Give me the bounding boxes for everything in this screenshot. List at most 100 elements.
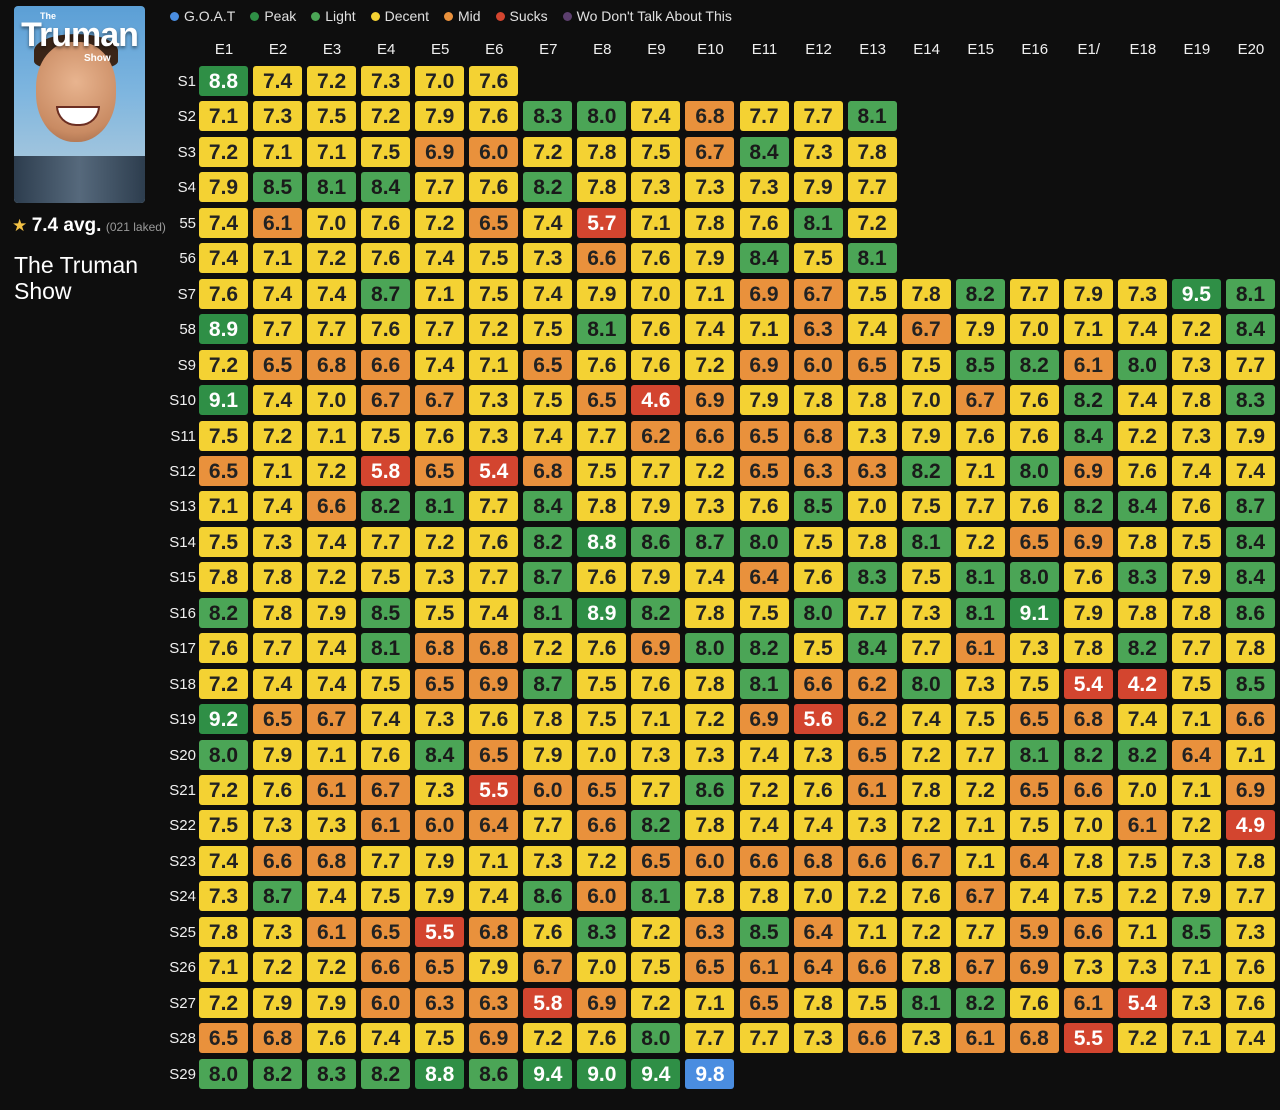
rating-cell: 7.1: [199, 952, 248, 983]
rating-cell: 7.1: [631, 704, 681, 735]
rating-cell: 6.5: [469, 739, 519, 770]
rating-cell: 6.5: [199, 455, 248, 486]
rating-cell: 7.5: [361, 136, 411, 167]
legend-dot-mid: [443, 11, 453, 21]
rating-cell: 6.9: [739, 349, 789, 380]
rating-cell: 7.7: [361, 526, 411, 557]
rating-cell: 7.7: [361, 845, 411, 876]
rating-cell: 7.3: [1117, 278, 1167, 309]
rating-cell: 7.2: [685, 349, 735, 380]
rating-cell: 6.4: [1009, 845, 1059, 876]
season-header: S12: [169, 462, 196, 480]
rating-cell: 7.8: [847, 136, 897, 167]
rating-cell: 7.5: [361, 420, 411, 451]
rating-cell: 7.8: [253, 562, 303, 593]
rating-cell: 9.4: [523, 1058, 573, 1089]
rating-cell: 7.8: [253, 597, 303, 628]
rating-cell: 7.2: [253, 420, 303, 451]
season-header: S18: [169, 675, 196, 693]
rating-cell: 5.8: [523, 987, 573, 1018]
rating-cell: 7.5: [361, 881, 411, 912]
rating-cell: 7.5: [577, 704, 627, 735]
rating-cell: 6.6: [361, 349, 411, 380]
rating-cell: 8.2: [901, 455, 951, 486]
rating-cell: 7.1: [253, 243, 303, 274]
rating-cell: 6.7: [901, 845, 951, 876]
rating-cell: 7.4: [631, 101, 681, 132]
rating-cell: 7.3: [1117, 952, 1167, 983]
legend-dot-decent: [370, 11, 380, 21]
poster-subtitle: Show: [84, 53, 111, 64]
rating-cell: 7.9: [793, 172, 843, 203]
rating-cell: 7.5: [847, 987, 897, 1018]
episode-header: E20: [1237, 41, 1265, 58]
rating-cell: 7.6: [469, 66, 519, 96]
rating-cell: 6.9: [739, 704, 789, 735]
rating-cell: 8.6: [469, 1058, 519, 1089]
rating-cell: 7.8: [1063, 845, 1113, 876]
rating-cell: 7.6: [199, 278, 248, 309]
rating-cell: 7.5: [577, 455, 627, 486]
rating-cell: 8.4: [523, 491, 573, 522]
rating-cell: 7.2: [685, 704, 735, 735]
rating-cell: 7.8: [199, 916, 248, 947]
rating-cell: 8.1: [1009, 739, 1059, 770]
rating-cell: 8.2: [1117, 739, 1167, 770]
rating-cell: 6.9: [631, 633, 681, 664]
rating-cell: 8.4: [415, 739, 465, 770]
rating-cell: 7.1: [199, 101, 248, 132]
rating-cell: 7.9: [307, 987, 357, 1018]
rating-cell: 7.3: [415, 562, 465, 593]
rating-cell: 6.0: [523, 775, 573, 805]
legend-label: Decent: [384, 8, 429, 24]
rating-cell: 9.2: [199, 704, 248, 735]
rating-cell: 6.8: [253, 1023, 303, 1054]
rating-cell: 7.7: [1225, 881, 1275, 912]
rating-cell: 7.4: [307, 881, 357, 912]
rating-cell: 8.1: [523, 597, 573, 628]
rating-cell: 7.9: [199, 172, 248, 203]
rating-cell: 7.5: [793, 243, 843, 274]
rating-cell: 7.5: [631, 136, 681, 167]
season-header: S23: [169, 852, 196, 870]
rating-cell: 7.6: [1117, 455, 1167, 486]
rating-cell: 8.1: [361, 633, 411, 664]
rating-cell: 7.9: [631, 491, 681, 522]
rating-cell: 6.6: [1063, 916, 1113, 947]
rating-cell: 6.5: [577, 385, 627, 416]
rating-cell: 6.6: [577, 810, 627, 841]
rating-cell: 7.4: [199, 207, 248, 238]
rating-cell: 4.6: [631, 385, 681, 416]
rating-cell: 8.1: [901, 526, 951, 557]
rating-cell: 6.9: [685, 385, 735, 416]
rating-cell: 6.4: [469, 810, 519, 841]
rating-cell: 7.1: [685, 278, 735, 309]
rating-cell: 7.1: [307, 420, 357, 451]
rating-cell: 9.1: [1009, 597, 1059, 628]
rating-cell: 7.1: [253, 455, 303, 486]
rating-cell: 8.8: [199, 66, 248, 96]
rating-cell: 7.4: [307, 526, 357, 557]
rating-cell: 6.7: [361, 775, 411, 805]
rating-cell: 7.1: [1225, 739, 1275, 770]
rating-cell: 7.7: [739, 1023, 789, 1054]
rating-cell: 7.4: [1117, 704, 1167, 735]
rating-cell: 8.4: [1225, 314, 1275, 345]
rating-cell: 6.2: [847, 668, 897, 699]
episode-header: E11: [751, 41, 778, 58]
season-header: 56: [179, 250, 196, 268]
rating-cell: 6.5: [577, 775, 627, 805]
rating-cell: 7.8: [1225, 845, 1275, 876]
rating-cell: 7.5: [793, 633, 843, 664]
rating-cell: 7.7: [253, 633, 303, 664]
rating-cell: 7.6: [739, 491, 789, 522]
rating-cell: 7.8: [793, 987, 843, 1018]
rating-cell: 7.7: [253, 314, 303, 345]
rating-cell: 7.9: [631, 562, 681, 593]
rating-cell: 7.9: [415, 845, 465, 876]
rating-cell: 7.7: [523, 810, 573, 841]
rating-cell: 7.6: [955, 420, 1005, 451]
rating-cell: 7.3: [685, 491, 735, 522]
rating-cell: 7.8: [685, 597, 735, 628]
rating-cell: 7.5: [1009, 810, 1059, 841]
